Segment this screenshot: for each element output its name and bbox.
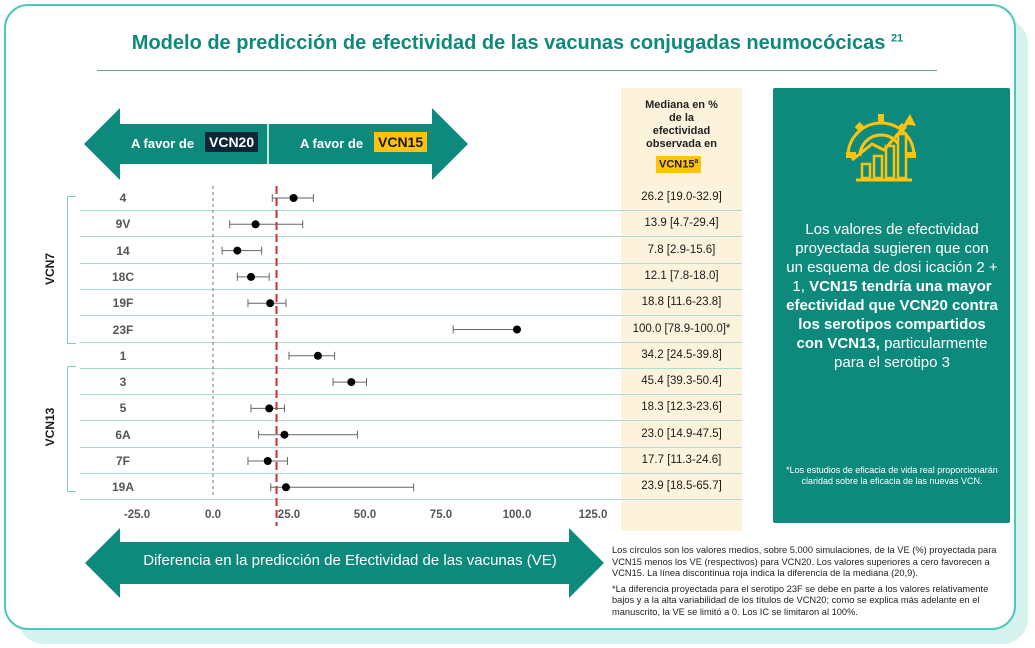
ve-difference-arrow (85, 528, 604, 598)
x-tick-label: 75.0 (429, 509, 453, 521)
page-title: Modelo de predicción de efectividad de l… (131, 32, 904, 54)
serotype-label: 19F (112, 296, 134, 311)
row-divider (80, 262, 742, 264)
median-value: 18.3 [12.3-23.6] (641, 401, 722, 414)
mean-point (313, 351, 322, 360)
serotype-label: 3 (119, 375, 127, 390)
row-divider (80, 210, 742, 211)
row-divider (80, 341, 742, 343)
mean-point (266, 299, 275, 308)
serotype-label: 7F (115, 454, 130, 468)
favor-double-arrow (84, 108, 468, 180)
median-value: 12.1 [7.8-18.0] (644, 269, 719, 282)
median-value: 23.9 [18.5-65.7] (641, 480, 722, 493)
vcn13-bracket (67, 366, 76, 492)
median-value: 17.7 [11.3-24.6] (641, 454, 722, 466)
growth-chart-gear-icon (846, 114, 916, 182)
footnote-methods: Los círculos son los valores medios, sob… (612, 545, 997, 578)
serotype-label: 6A (115, 427, 131, 442)
mean-point (263, 457, 272, 465)
mean-point (281, 483, 290, 492)
favor-right-label: A favor de (300, 136, 364, 151)
footnote-23f: *La diferencia proyectada para el seroti… (612, 583, 989, 617)
serotype-label: 18C (111, 269, 134, 284)
mean-point (265, 404, 274, 413)
x-tick-label: 50.0 (353, 509, 377, 521)
median-value: 13.9 [4.7-29.4] (644, 217, 719, 230)
median-header: Mediana en % de la efectividad observada… (645, 99, 718, 150)
mean-point (347, 378, 356, 387)
row-divider (80, 473, 742, 474)
row-divider (80, 315, 742, 317)
conclusion-note: *Los estudios de eficacia de vida real p… (786, 465, 998, 486)
favor-left-label: A favor de (131, 136, 195, 151)
serotype-label: 5 (119, 401, 127, 416)
serotype-label: 9V (115, 217, 131, 232)
x-tick-label: -25.0 (123, 509, 151, 521)
x-tick-label: 25.0 (277, 509, 301, 521)
row-divider (80, 394, 742, 396)
median-value: 26.2 [19.0-32.9] (641, 191, 722, 203)
x-tick-label: 100.0 (502, 509, 532, 521)
row-divider (80, 367, 742, 369)
mean-point (513, 325, 521, 334)
mean-point (251, 220, 260, 229)
serotype-label: 1 (119, 348, 127, 363)
conclusion-text: Los valores de efectividad proyectada su… (786, 221, 998, 371)
ve-difference-label: Diferencia en la predicción de Efectivid… (143, 552, 557, 569)
row-divider (80, 236, 742, 238)
row-divider (80, 446, 742, 448)
vcn15-tag: VCN15 (374, 132, 428, 152)
mean-point (233, 246, 242, 255)
serotype-label: 23F (112, 322, 134, 337)
median-value: 100.0 [78.9-100.0]* (632, 322, 731, 335)
median-value: 34.2 [24.5-39.8] (641, 348, 722, 361)
footnotes: Los círculos son los valores medios, sob… (612, 545, 1012, 622)
serotype-label: 19A (111, 480, 134, 495)
serotype-label: 14 (116, 243, 130, 258)
vcn20-tag: VCN20 (205, 132, 259, 152)
median-value: 7.8 [2.9-15.6] (647, 243, 716, 256)
median-value: 23.0 [14.9-47.5] (641, 427, 722, 440)
serotype-label: 4 (119, 191, 127, 205)
row-divider (80, 420, 742, 422)
median-vcn15-tag: VCN15a (656, 156, 702, 173)
row-divider (80, 499, 742, 501)
row-divider (80, 288, 742, 290)
median-value: 18.8 [11.6-23.8] (641, 296, 722, 309)
x-tick-label: 0.0 (205, 509, 221, 521)
mean-point (289, 194, 298, 202)
x-tick-label: 125.0 (578, 509, 608, 521)
mean-point (280, 430, 289, 439)
mean-point (247, 272, 255, 281)
median-value: 45.4 [39.3-50.4] (641, 375, 722, 388)
vcn7-bracket (67, 196, 76, 344)
title-divider (97, 70, 937, 71)
